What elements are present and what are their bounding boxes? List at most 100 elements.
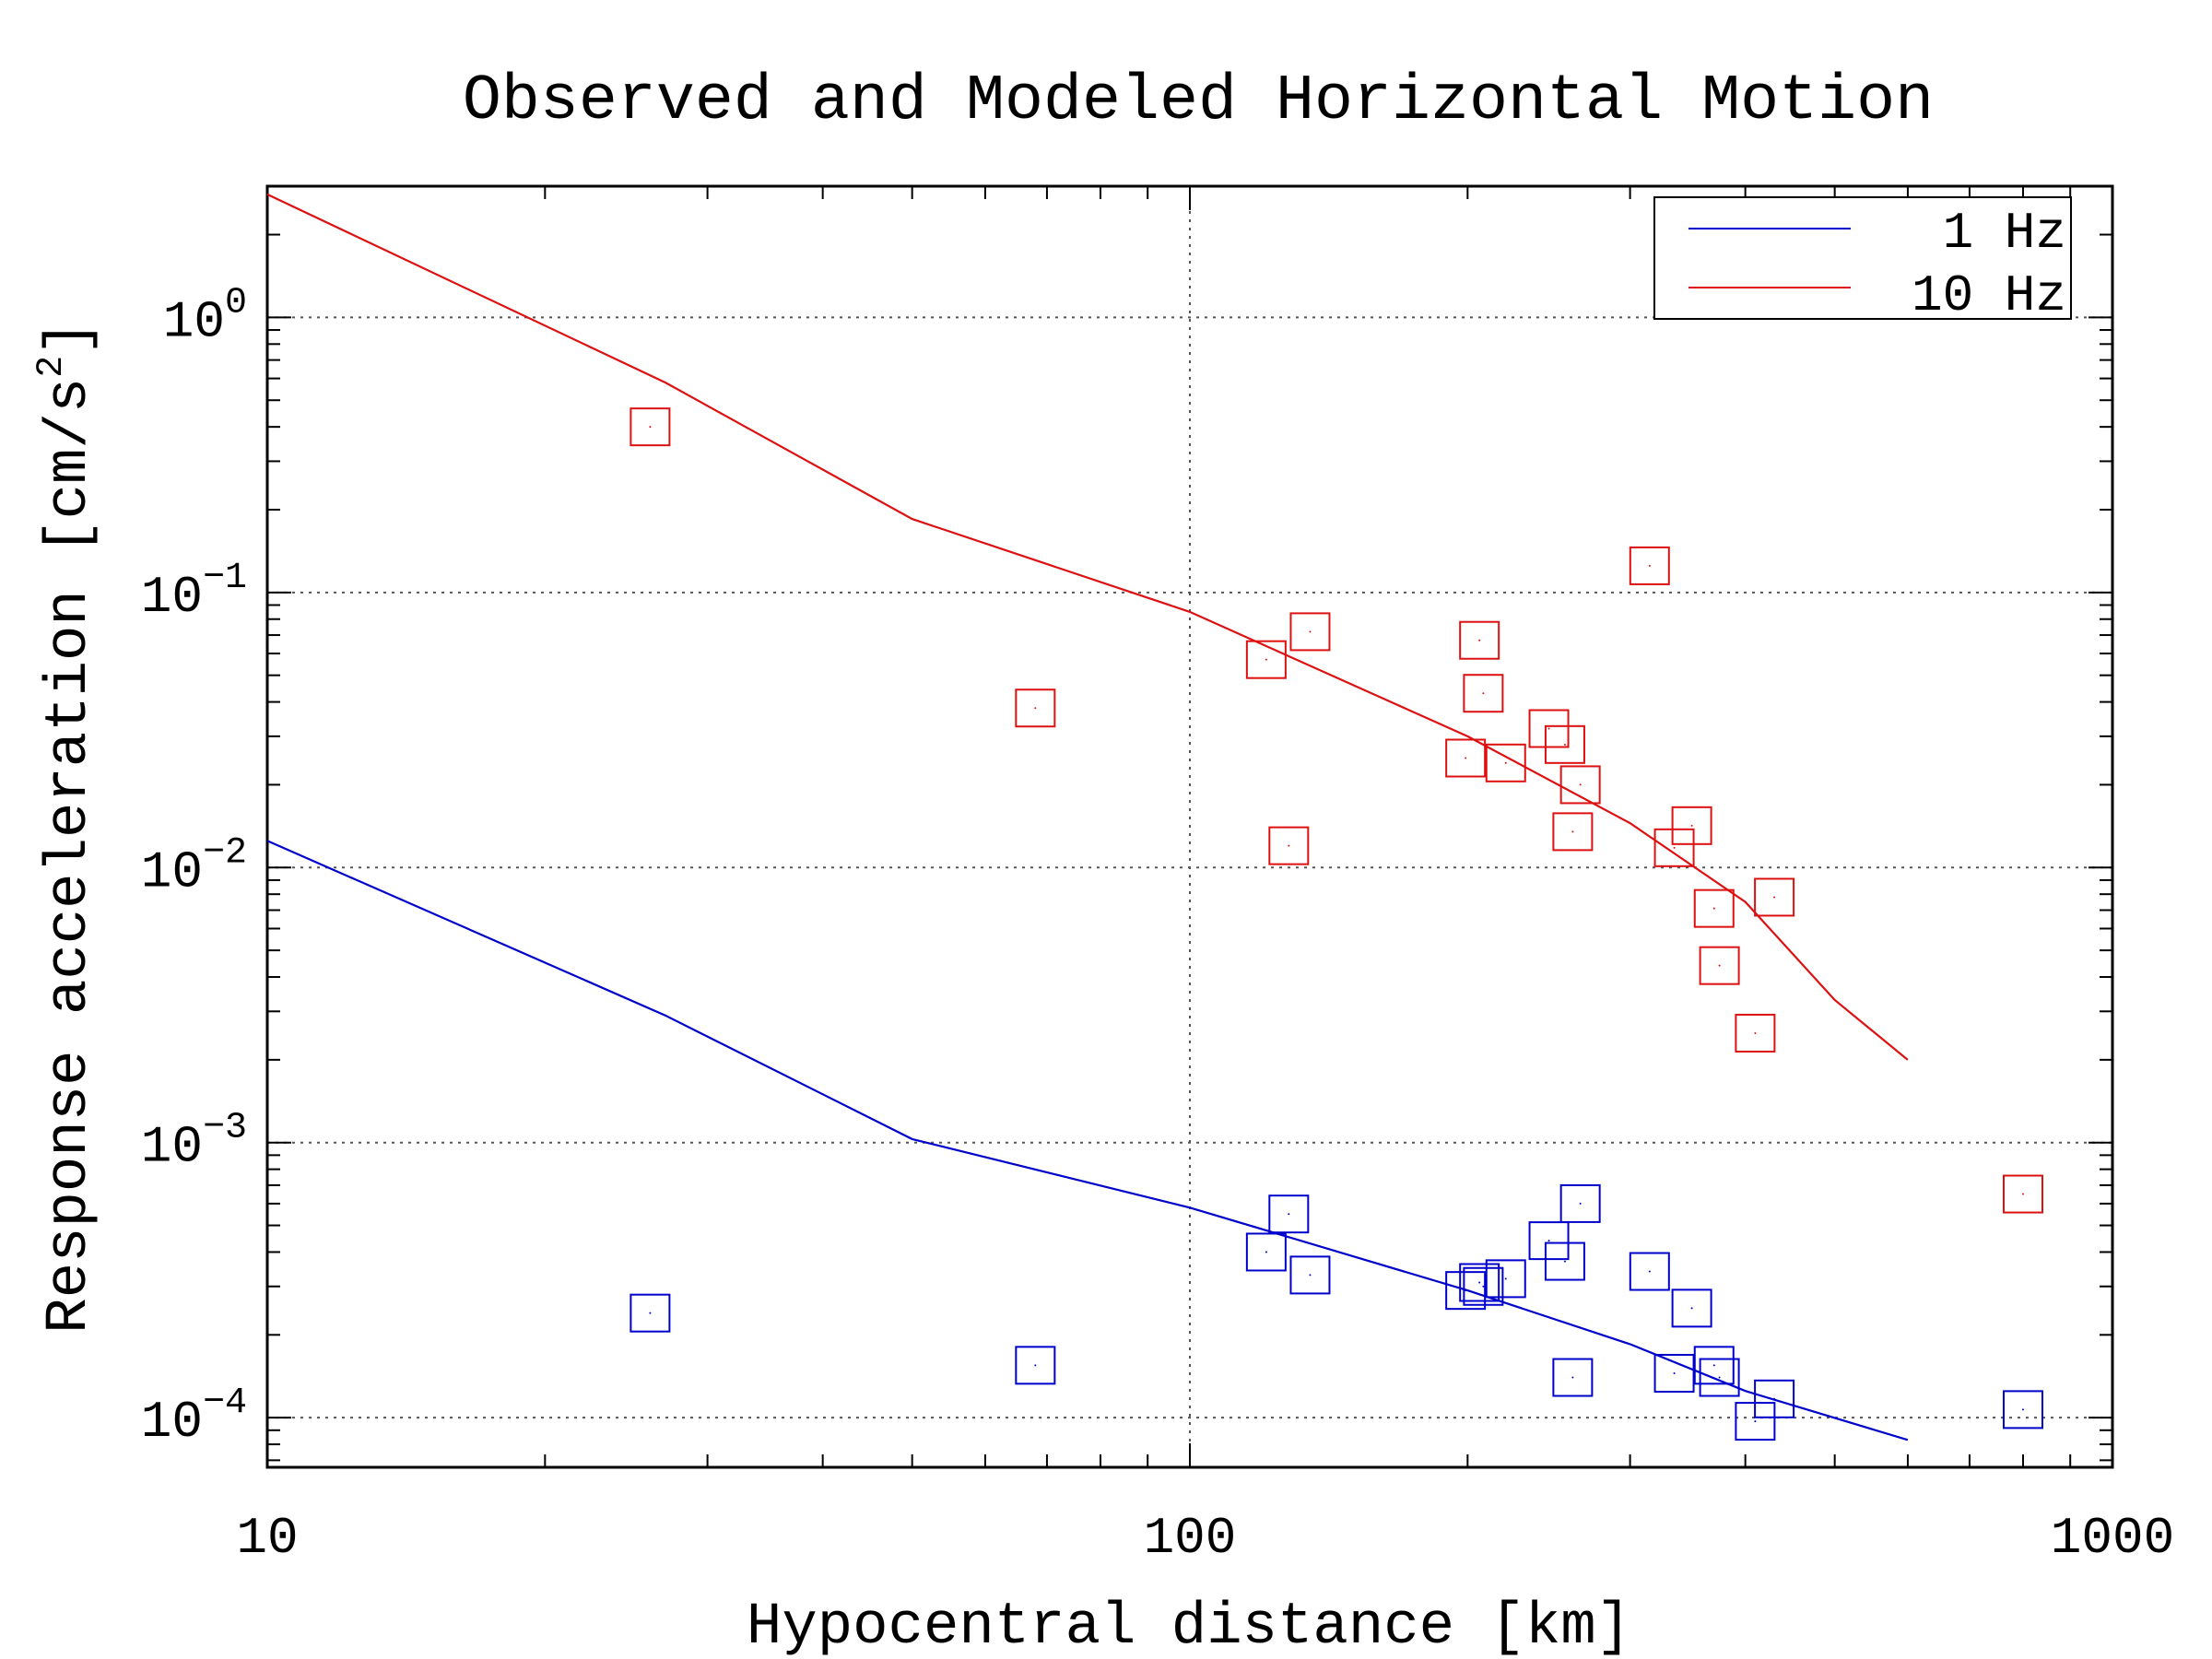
observation-center-1hz xyxy=(1690,1307,1693,1310)
observation-point-10hz xyxy=(1693,888,1735,928)
x-tick-label: 100 xyxy=(1144,1509,1237,1568)
y-tick-exp: −3 xyxy=(203,1108,247,1149)
observation-point-10hz xyxy=(2002,1174,2043,1214)
observation-point-10hz xyxy=(1559,765,1601,805)
series-1hz xyxy=(266,840,2043,1441)
observation-point-1hz xyxy=(1445,1271,1487,1311)
observation-point-1hz xyxy=(1528,1221,1570,1261)
y-tick-exp: −1 xyxy=(203,558,247,599)
observation-point-1hz xyxy=(1485,1259,1526,1299)
observation-point-1hz xyxy=(1559,1183,1601,1223)
observation-point-1hz xyxy=(1552,1358,1594,1397)
y-tick-label: 10−3 xyxy=(141,1108,247,1177)
y-tick-base: 10 xyxy=(141,568,203,627)
observation-center-1hz xyxy=(1673,1371,1676,1374)
observation-point-1hz xyxy=(1629,1252,1670,1291)
observation-point-1hz xyxy=(1289,1255,1331,1295)
observation-point-10hz xyxy=(1735,1013,1776,1053)
legend-box xyxy=(1653,196,2072,320)
observation-point-1hz xyxy=(1754,1379,1795,1418)
observation-center-10hz xyxy=(1465,757,1467,759)
observation-center-1hz xyxy=(1034,1364,1037,1367)
observation-center-1hz xyxy=(1478,1281,1481,1284)
y-axis-label-sup: 2 xyxy=(31,356,73,378)
legend-label-10hz: 10 Hz xyxy=(1912,266,2066,325)
y-tick-exp: −2 xyxy=(203,832,247,874)
y-axis-label-base: Response acceleration [cm/s xyxy=(37,378,103,1334)
observation-point-10hz xyxy=(1544,724,1585,764)
observation-center-10hz xyxy=(1571,830,1574,833)
observation-center-1hz xyxy=(1773,1397,1776,1400)
y-tick-label: 10−4 xyxy=(141,1382,247,1452)
observation-point-10hz xyxy=(1268,826,1310,865)
observation-center-10hz xyxy=(1547,727,1550,730)
observation-center-1hz xyxy=(1712,1364,1715,1367)
model-line-10hz xyxy=(266,193,1909,1061)
series xyxy=(266,193,2043,1441)
y-axis-label: Response acceleration [cm/s2] xyxy=(31,320,103,1333)
observation-center-10hz xyxy=(1478,639,1481,641)
observation-center-10hz xyxy=(1034,707,1037,710)
chart-title: Observed and Modeled Horizontal Motion xyxy=(463,65,1934,138)
x-axis-label: Hypocentral distance [km] xyxy=(747,1594,1631,1659)
observation-center-1hz xyxy=(1648,1270,1651,1273)
observation-center-10hz xyxy=(1579,783,1582,786)
observation-point-10hz xyxy=(1463,674,1504,713)
observation-point-10hz xyxy=(1629,546,1670,585)
observation-center-1hz xyxy=(1465,1289,1467,1292)
legend: 1 Hz 10 Hz xyxy=(1653,196,2072,325)
observation-point-10hz xyxy=(1552,812,1594,852)
observation-point-10hz xyxy=(1485,743,1526,782)
observation-center-10hz xyxy=(1482,692,1485,695)
observation-center-1hz xyxy=(1265,1251,1267,1253)
observation-center-10hz xyxy=(1288,844,1290,847)
observation-point-1hz xyxy=(1463,1266,1504,1306)
observation-center-1hz xyxy=(1754,1420,1757,1423)
observation-point-1hz xyxy=(1699,1358,1740,1397)
y-axis-label-close: ] xyxy=(37,320,103,355)
observation-point-1hz xyxy=(1653,1353,1695,1393)
observation-point-1hz xyxy=(1015,1346,1056,1385)
x-tick-label: 10 xyxy=(236,1509,298,1568)
y-tick-label: 10−1 xyxy=(141,558,247,627)
observation-point-1hz xyxy=(1268,1194,1310,1234)
observation-center-1hz xyxy=(1482,1285,1485,1288)
observation-point-10hz xyxy=(1445,738,1487,778)
observation-center-1hz xyxy=(1563,1260,1566,1263)
y-tick-label: 100 xyxy=(163,282,247,351)
observation-point-1hz xyxy=(1693,1346,1735,1385)
observation-center-10hz xyxy=(649,426,652,429)
observation-center-10hz xyxy=(1563,743,1566,746)
observation-point-10hz xyxy=(1671,806,1712,845)
series-10hz xyxy=(266,193,2043,1214)
plot-frame xyxy=(265,184,2114,1469)
observation-point-1hz xyxy=(629,1293,671,1333)
observation-center-1hz xyxy=(2021,1408,2024,1411)
observation-point-10hz xyxy=(1459,620,1500,660)
y-tick-base: 10 xyxy=(163,292,225,351)
observation-point-1hz xyxy=(1245,1232,1287,1272)
observation-center-10hz xyxy=(1754,1031,1757,1034)
observation-point-10hz xyxy=(629,407,671,447)
observation-point-10hz xyxy=(1289,612,1331,652)
observation-point-1hz xyxy=(2002,1390,2043,1430)
y-tick-label: 10−2 xyxy=(141,832,247,901)
observation-point-1hz xyxy=(1459,1263,1500,1302)
observation-center-1hz xyxy=(1718,1376,1721,1379)
observation-center-10hz xyxy=(1690,824,1693,827)
observation-point-10hz xyxy=(1528,709,1570,748)
x-tick-label: 1000 xyxy=(2051,1509,2174,1568)
observation-point-10hz xyxy=(1245,640,1287,679)
observation-center-10hz xyxy=(1673,846,1676,849)
observation-center-10hz xyxy=(1265,658,1267,661)
observation-point-10hz xyxy=(1754,877,1795,917)
observation-point-10hz xyxy=(1653,828,1695,867)
observation-center-1hz xyxy=(1504,1277,1507,1280)
observation-center-1hz xyxy=(1309,1274,1312,1277)
observation-point-1hz xyxy=(1671,1288,1712,1328)
observation-center-1hz xyxy=(1571,1376,1574,1379)
y-tick-exp: 0 xyxy=(225,282,247,324)
observation-center-10hz xyxy=(1648,564,1651,567)
y-tick-base: 10 xyxy=(141,1393,203,1452)
